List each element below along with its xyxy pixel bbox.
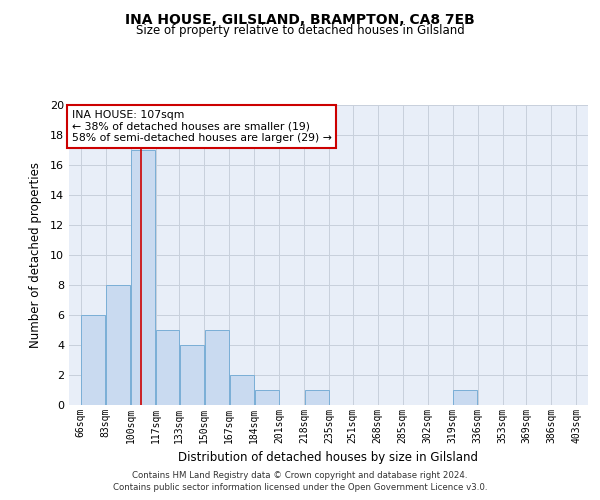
Bar xyxy=(180,345,203,405)
Y-axis label: Number of detached properties: Number of detached properties xyxy=(29,162,41,348)
Text: INA HOUSE: 107sqm
← 38% of detached houses are smaller (19)
58% of semi-detached: INA HOUSE: 107sqm ← 38% of detached hous… xyxy=(71,110,331,142)
Bar xyxy=(82,315,105,405)
Text: INA HOUSE, GILSLAND, BRAMPTON, CA8 7EB: INA HOUSE, GILSLAND, BRAMPTON, CA8 7EB xyxy=(125,12,475,26)
Bar xyxy=(255,390,278,405)
X-axis label: Distribution of detached houses by size in Gilsland: Distribution of detached houses by size … xyxy=(179,452,479,464)
Bar xyxy=(230,375,254,405)
Text: Contains HM Land Registry data © Crown copyright and database right 2024.
Contai: Contains HM Land Registry data © Crown c… xyxy=(113,471,487,492)
Bar xyxy=(205,330,229,405)
Text: Size of property relative to detached houses in Gilsland: Size of property relative to detached ho… xyxy=(136,24,464,37)
Bar xyxy=(106,285,130,405)
Bar xyxy=(157,330,179,405)
Bar xyxy=(454,390,477,405)
Bar xyxy=(131,150,155,405)
Bar xyxy=(305,390,329,405)
